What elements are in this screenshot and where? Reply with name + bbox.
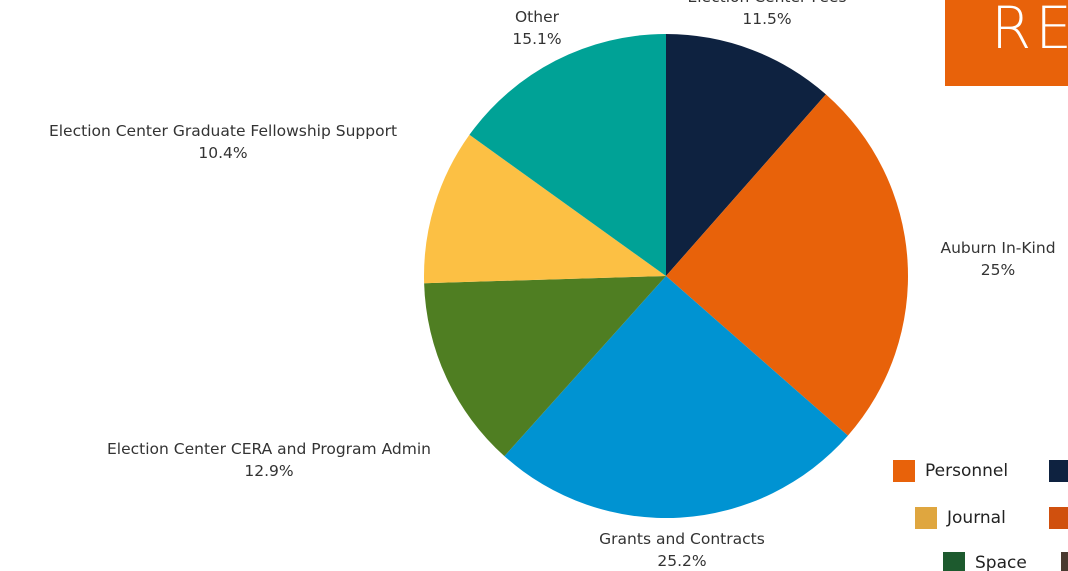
pie-slice [666,94,908,436]
slice-label: Grants and Contracts [599,530,765,548]
slice-label: Other [515,8,560,26]
slice-percent-label: 10.4% [198,144,247,162]
legend-item-journal: Journal [915,507,1006,529]
legend-swatch [943,552,965,571]
legend-label: Journal [947,508,1006,528]
legend-swatch [1061,552,1068,571]
legend-item-series-4 [1049,507,1068,529]
pie-slice [424,276,666,457]
pie-slice [666,34,826,276]
slice-label: Election Center Graduate Fellowship Supp… [49,122,397,140]
slice-percent-label: 15.1% [512,30,561,48]
slice-label: Election Center Fees [687,0,846,6]
legend-item-personnel: Personnel [893,460,1008,482]
legend-swatch [1049,460,1068,482]
header-banner-text: RE [991,0,1068,62]
legend-swatch [893,460,915,482]
legend-item-space: Space [943,552,1027,571]
legend-item-series-2 [1049,460,1068,482]
legend-item-series-6 [1061,552,1068,571]
slice-percent-label: 25.2% [657,552,706,570]
legend-label: Personnel [925,461,1009,481]
pie-slice [504,276,848,518]
slice-percent-label: 25% [981,261,1015,279]
legend-swatch [915,507,937,529]
pie-slice [423,134,666,284]
slice-label: Election Center CERA and Program Admin [107,440,431,458]
header-banner: RE [945,0,1068,86]
legend-swatch [1049,507,1068,529]
slice-percent-label: 12.9% [244,462,293,480]
slice-label: Auburn In-Kind [940,239,1055,257]
pie-slice [469,34,666,276]
slice-percent-label: 11.5% [742,10,791,28]
legend-label: Space [975,553,1027,571]
